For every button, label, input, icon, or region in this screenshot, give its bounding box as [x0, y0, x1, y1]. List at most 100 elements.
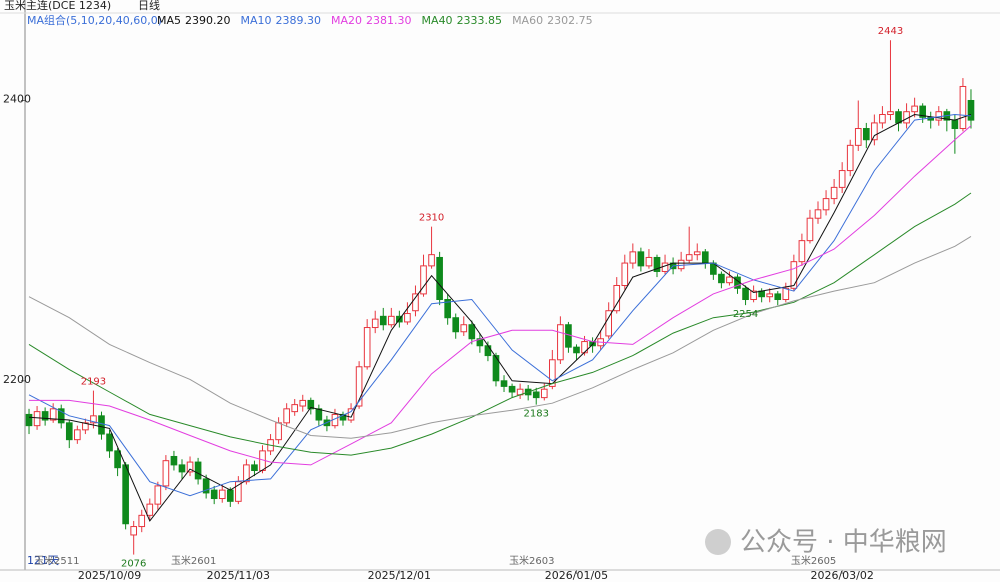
extreme-label: 2254 [733, 309, 758, 320]
candle-body [138, 514, 146, 528]
candle-body [492, 355, 500, 382]
x-tick-label: 2026/03/02 [810, 569, 873, 582]
watermark: 公众号 · 中华粮网 [705, 528, 947, 558]
extreme-label: 2076 [121, 559, 146, 570]
candle-body [444, 299, 451, 319]
candle-body [114, 450, 121, 469]
candle-body [154, 485, 162, 505]
candle-body [355, 366, 363, 407]
ma-line [28, 113, 972, 522]
period[interactable]: 日线 [138, 0, 160, 12]
candles [25, 40, 975, 555]
legend-value: 2302.75 [547, 14, 593, 27]
candle-body [895, 111, 902, 124]
candle-body [315, 408, 323, 421]
candle-body [428, 254, 435, 267]
extreme-label: 2193 [81, 377, 106, 388]
candle-body [202, 478, 210, 494]
candle-body [412, 293, 419, 312]
candle-body [774, 293, 782, 301]
candle-body [911, 105, 918, 113]
x-tick-label: 2025/11/03 [207, 569, 270, 582]
candle-body [484, 345, 492, 357]
candle-body [363, 327, 371, 368]
candle-body [218, 489, 226, 500]
candle-body [508, 385, 516, 393]
candle-body [862, 128, 870, 141]
candle-body [830, 186, 838, 200]
candle-body [879, 114, 886, 124]
candle-body [814, 209, 822, 219]
candle-body [919, 105, 926, 118]
ma-group[interactable]: MA组合(5,10,20,40,60,0) [27, 13, 162, 27]
candle-body [701, 251, 709, 264]
candle-body [162, 460, 170, 487]
contract-label: 玉米2605 [791, 554, 836, 567]
days-label: 121天 [27, 554, 59, 567]
candle-body [718, 273, 725, 284]
candle-body [766, 293, 774, 298]
candle-body [645, 256, 653, 267]
contract-label: 玉米2601 [171, 554, 216, 567]
candle-body [226, 489, 234, 502]
extreme-label: 2443 [878, 26, 903, 37]
candle-body [347, 408, 355, 421]
candle-body [82, 422, 89, 431]
candle-body [251, 464, 258, 471]
candle-body [750, 290, 757, 301]
candle-body [275, 422, 282, 441]
contract-label: 玉米2511 [34, 554, 79, 567]
candle-body [25, 413, 33, 427]
candle-body [452, 317, 460, 333]
candle-body [951, 119, 959, 130]
candle-body [581, 341, 588, 354]
candle-body [371, 318, 379, 329]
candle-body [935, 111, 943, 121]
legend-name: MA40 [422, 14, 453, 27]
candle-body [806, 217, 814, 242]
candle-body [540, 388, 548, 399]
candle-body [605, 310, 613, 337]
candle-body [565, 324, 572, 348]
candle-body [887, 111, 894, 116]
candle-body [742, 287, 749, 301]
candle-body [291, 404, 299, 413]
candle-body [693, 251, 701, 256]
candle-body [186, 461, 194, 473]
legend-value: 2333.85 [457, 14, 503, 27]
candle-body [573, 346, 580, 354]
candle-body [790, 261, 798, 289]
candle-body [637, 251, 645, 267]
x-tick-label: 2025/10/09 [78, 569, 141, 582]
candle-body [959, 85, 967, 130]
candle-body [178, 464, 186, 473]
watermark-icon [705, 529, 731, 555]
candle-body [65, 422, 73, 441]
candle-body [146, 503, 154, 516]
ma-line [28, 192, 972, 456]
candle-body [460, 324, 468, 333]
legend-name: MA60 [512, 14, 543, 27]
ma-line [28, 113, 972, 497]
candle-body [677, 259, 685, 270]
candle-body [98, 415, 105, 435]
legend-name: MA10 [241, 14, 272, 27]
candle-body [846, 144, 854, 172]
candle-body [210, 489, 218, 500]
candle-body [468, 324, 476, 340]
candle-body [621, 262, 629, 286]
candle-body [871, 122, 878, 141]
candle-body [726, 276, 733, 284]
candle-body [49, 408, 57, 421]
candle-body [500, 380, 508, 387]
y-tick-label: 2400 [3, 92, 31, 105]
candle-body [339, 413, 347, 421]
candle-body [387, 315, 395, 326]
candle-body [798, 240, 806, 263]
x-tick-label: 2025/12/01 [368, 569, 431, 582]
candle-body [106, 433, 113, 452]
candle-body [782, 287, 790, 301]
candle-body [404, 313, 411, 323]
candle-body [420, 265, 427, 295]
